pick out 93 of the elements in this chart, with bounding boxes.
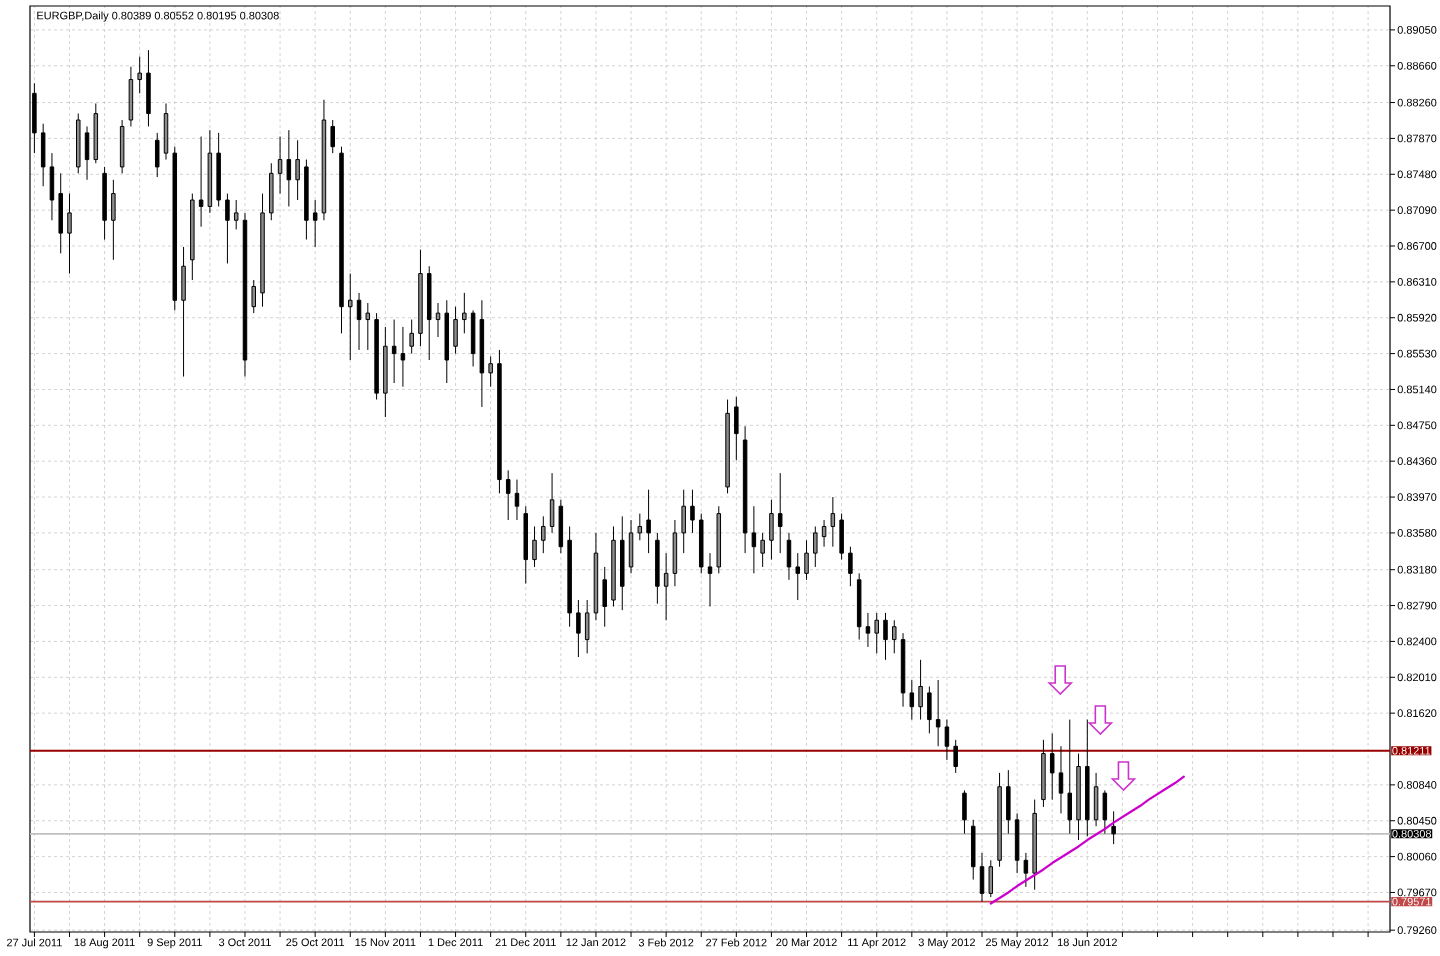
candlestick [409, 319, 414, 355]
candlestick [655, 532, 660, 605]
candlestick [260, 193, 265, 308]
candlestick [1014, 812, 1020, 874]
candlestick [997, 772, 1002, 868]
candlestick [620, 515, 625, 611]
candlestick [892, 619, 897, 654]
candlestick [532, 525, 537, 568]
candlestick [426, 265, 432, 361]
candlestick [111, 179, 116, 261]
candlestick [251, 279, 256, 314]
candlestick [813, 525, 818, 568]
candlestick [374, 312, 379, 401]
candlestick [541, 515, 546, 554]
candlestick [927, 685, 932, 734]
candlestick [1067, 719, 1073, 835]
candlestick [154, 132, 160, 178]
candlestick [909, 679, 915, 721]
candlestick [690, 489, 695, 534]
candlestick [49, 152, 55, 221]
candlestick [391, 319, 397, 384]
candlestick [418, 249, 423, 347]
candlestick [67, 193, 72, 275]
candlestick [707, 552, 713, 607]
candlestick [1041, 739, 1046, 808]
candlestick [769, 499, 774, 561]
candlestick [84, 125, 90, 181]
candlestick [383, 326, 388, 418]
candlestick [488, 355, 493, 388]
candlestick [453, 306, 458, 355]
candlestick [874, 612, 879, 654]
candlestick [1058, 745, 1064, 814]
candlestick [233, 199, 239, 230]
candlestick [1085, 719, 1090, 837]
candlestick [181, 246, 186, 378]
candlestick [716, 505, 722, 574]
candlestick [821, 519, 827, 548]
candlestick [935, 679, 941, 747]
candlestick [198, 136, 204, 228]
candlestick [1076, 753, 1081, 841]
candlestick [479, 299, 485, 408]
candlestick [646, 489, 651, 554]
candlestick [725, 399, 730, 494]
candlestick [584, 599, 590, 654]
candlestick [830, 496, 836, 548]
candlestick [119, 119, 125, 174]
candlestick [567, 525, 572, 628]
candlestick [207, 129, 213, 214]
candlestick [611, 525, 616, 607]
candlestick [400, 326, 406, 388]
candlestick [734, 396, 739, 461]
candlestick [286, 129, 292, 207]
candlestick [865, 612, 871, 648]
candlestick [953, 739, 958, 774]
candlestick [462, 292, 467, 334]
candlestick [742, 425, 748, 554]
candlestick [944, 719, 950, 761]
candlestick [1102, 789, 1108, 835]
candlestick [330, 119, 335, 154]
candlestick [576, 599, 581, 658]
candlestick [435, 302, 441, 338]
candlestick [523, 505, 528, 584]
candlestick [1006, 769, 1011, 835]
candlestick [295, 139, 300, 201]
candlestick [628, 519, 634, 574]
candlestick [146, 49, 151, 127]
candlestick [883, 612, 888, 661]
candlestick [216, 132, 221, 207]
candlestick [497, 349, 502, 494]
candlestick [312, 199, 318, 248]
candlestick [663, 552, 669, 621]
candlestick [602, 566, 607, 628]
candlestick [1049, 732, 1055, 801]
candlestick [505, 469, 511, 521]
candlestick [470, 309, 476, 367]
candlestick [760, 532, 765, 568]
candlestick [637, 513, 643, 541]
candlestick [970, 819, 976, 881]
candlestick [269, 162, 274, 221]
candlestick [365, 302, 371, 351]
candlestick [856, 572, 862, 641]
candlestick [102, 166, 107, 241]
candlestick [128, 66, 134, 127]
candlestick [593, 532, 599, 621]
candlestick [777, 472, 783, 554]
candlestick [58, 172, 63, 254]
candlestick [918, 659, 923, 721]
candlestick [681, 489, 686, 554]
candlestick [444, 299, 450, 384]
candlestick [558, 499, 564, 554]
candlestick [988, 859, 994, 898]
candlestick [348, 273, 353, 361]
candlestick [795, 552, 801, 601]
